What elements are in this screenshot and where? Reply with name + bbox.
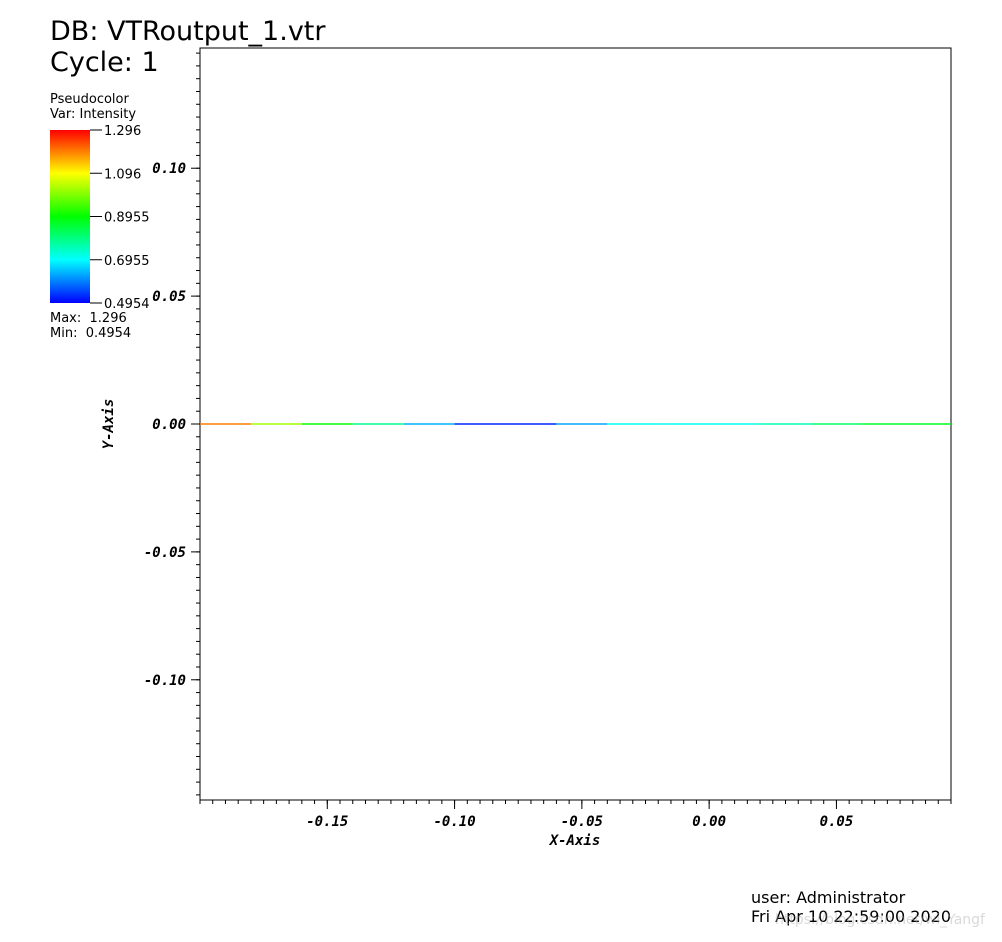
y-tick-label: 0.10 [152, 161, 186, 177]
legend-plot-type: Pseudocolor [50, 92, 129, 107]
legend-max: Max: 1.296 [50, 311, 127, 326]
y-axis-title: Y-Axis [101, 399, 117, 450]
database-title: DB: VTRoutput_1.vtr [50, 16, 326, 47]
date-label: Fri Apr 10 22:59:00 2020 [751, 907, 952, 926]
x-tick-label: -0.10 [433, 814, 475, 830]
x-axis-title: X-Axis [549, 833, 601, 849]
colorbar-tick-label: 0.4954 [104, 297, 150, 312]
colorbar-tick-label: 1.296 [104, 124, 141, 139]
x-tick-label: 0.00 [692, 814, 726, 830]
legend-variable: Var: Intensity [50, 107, 137, 122]
x-axis-ticks: -0.15 -0.10 -0.05 0.00 0.05 [199, 800, 952, 830]
y-tick-label: -0.10 [144, 673, 186, 689]
y-axis-ticks: 0.10 0.05 0.00 -0.05 -0.10 [144, 52, 200, 796]
colorbar-tick-label: 1.096 [104, 167, 141, 182]
y-tick-label: -0.05 [144, 545, 186, 561]
user-label: user: Administrator [751, 888, 906, 907]
colorbar: 1.296 1.096 0.8955 0.6955 0.4954 [50, 124, 150, 312]
cycle-title: Cycle: 1 [50, 47, 159, 78]
colorbar-tick-label: 0.8955 [104, 211, 150, 226]
colorbar-tick-label: 0.6955 [104, 254, 150, 269]
colorbar-gradient [50, 130, 90, 303]
x-tick-label: -0.05 [561, 814, 603, 830]
legend-min: Min: 0.4954 [50, 326, 132, 341]
x-tick-label: -0.15 [306, 814, 348, 830]
y-tick-label: 0.00 [152, 417, 186, 433]
y-tick-label: 0.05 [152, 289, 186, 305]
x-tick-label: 0.05 [820, 814, 854, 830]
watermark: https://blog.csdn.net/wi_Yangf [775, 912, 985, 928]
